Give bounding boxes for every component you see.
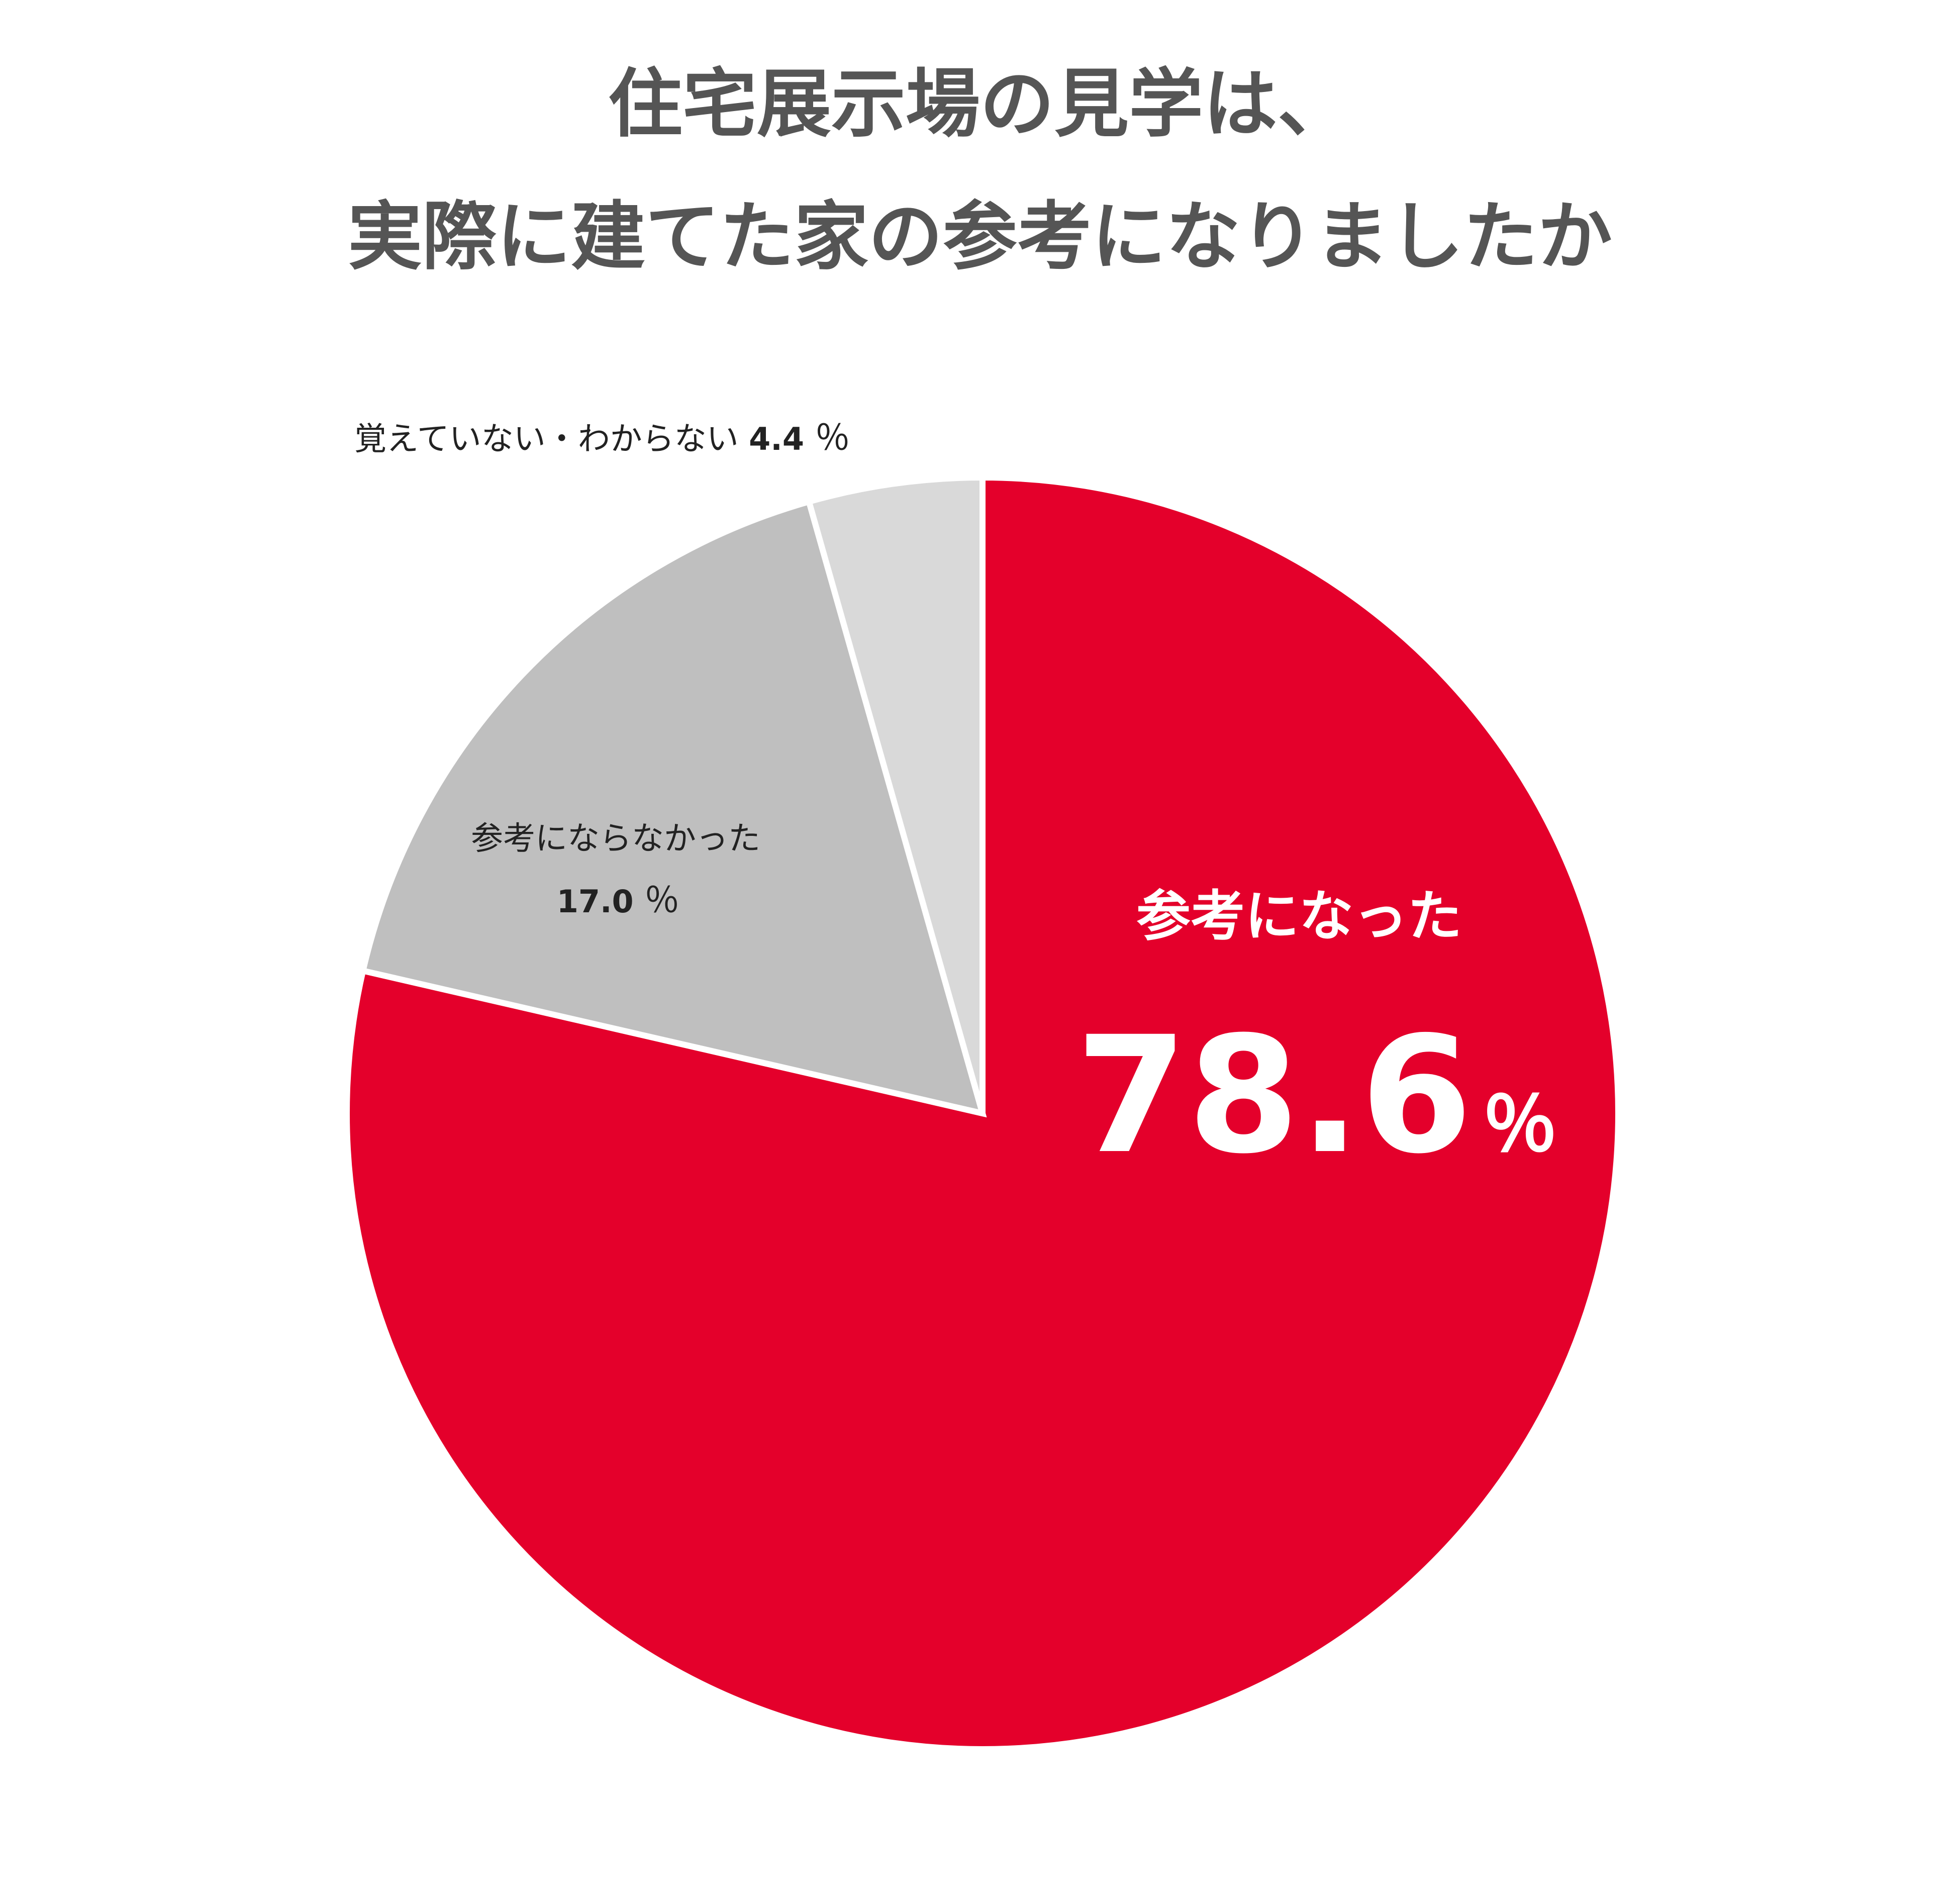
pie-slice-2	[805, 474, 986, 1114]
slice-value-1: 17.0 ％	[557, 880, 680, 921]
pie-slice-1	[359, 498, 987, 1118]
slice-label-1: 参考にならなかった	[471, 820, 760, 858]
chart-title-line-2: 実際に建てた家の参考になりましたか	[348, 194, 1612, 280]
chart-title-line-1: 住宅展示場の見学は、	[608, 61, 1352, 147]
slice-label-0: 参考になった	[1136, 885, 1462, 948]
pie-slices	[344, 474, 1621, 1752]
slice-label-2: 覚えていない・わからない 4.4 ％	[354, 417, 850, 458]
pie-slice-0	[344, 474, 1621, 1752]
